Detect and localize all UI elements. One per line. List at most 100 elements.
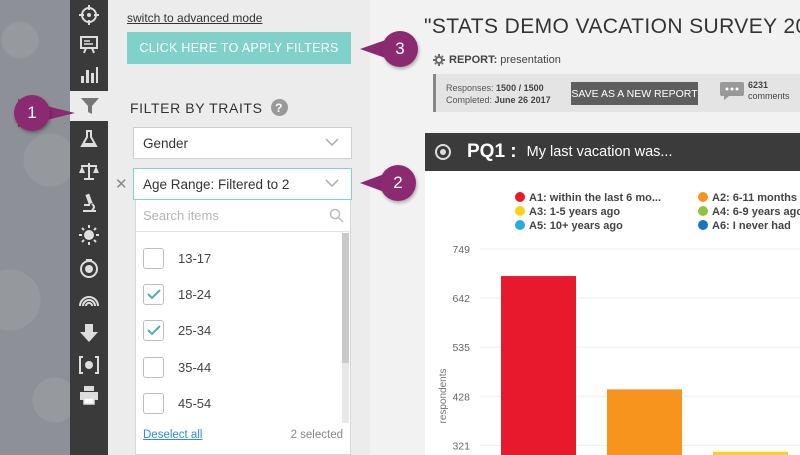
filter-icon[interactable] [70, 91, 110, 121]
camera-icon[interactable] [70, 253, 108, 283]
response-stats: Responses: 1500 / 1500 Completed: June 2… [446, 82, 551, 106]
checkmark-icon [146, 325, 161, 336]
gender-select-label: Gender [143, 135, 189, 151]
filter-by-traits-heading: FILTER BY TRAITS ? [130, 99, 288, 116]
age-range-dropdown: Search items 13-17 18-24 25-34 35-44 45-… [135, 200, 351, 455]
callout-1: 1 [0, 95, 85, 131]
checkbox[interactable] [143, 392, 164, 414]
question-text: My last vacation was... [526, 144, 673, 160]
checkbox-checked[interactable] [143, 319, 164, 341]
bar-a3 [713, 451, 788, 455]
bracket-chart-icon[interactable] [70, 350, 108, 380]
responses-value: 1500 / 1500 [496, 83, 544, 93]
deselect-all-link[interactable]: Deselect all [143, 429, 203, 441]
bar-chart: A1: within the last 6 mo... A2: 6-11 mont… [438, 192, 800, 455]
rainbow-icon[interactable] [70, 285, 108, 315]
y-tick-label: 321 [452, 440, 470, 452]
scrollbar-thumb[interactable] [342, 233, 349, 363]
checkmark-icon [146, 289, 161, 300]
question-header: PQ1 : My last vacation was... [425, 133, 800, 171]
decorative-background-strip [0, 0, 70, 455]
download-arrow-icon[interactable] [70, 318, 108, 348]
chevron-down-icon [325, 179, 339, 188]
bar-chart-icon[interactable] [70, 60, 108, 90]
question-radio[interactable] [435, 144, 451, 160]
list-item[interactable]: 45-54 [143, 391, 211, 415]
legend-swatch [698, 192, 708, 202]
balance-scale-icon[interactable] [70, 156, 108, 186]
comments-link[interactable]: 6231 comments [719, 80, 790, 102]
flask-icon[interactable] [70, 124, 108, 154]
remove-filter-icon[interactable]: ✕ [115, 176, 128, 193]
completed-value: June 26 2017 [494, 95, 551, 105]
callout-number: 3 [382, 31, 418, 67]
option-label: 18-24 [178, 286, 212, 302]
gender-select[interactable]: Gender [133, 127, 352, 159]
option-label: 35-44 [178, 359, 212, 375]
legend-swatch [698, 206, 708, 216]
legend-swatch [515, 192, 525, 202]
legend-swatch [515, 206, 525, 216]
report-label: REPORT: [449, 54, 498, 66]
checkbox[interactable] [143, 356, 164, 378]
report-area: "STATS DEMO VACATION SURVEY 201 REPORT: … [370, 0, 800, 455]
search-icon [329, 208, 344, 223]
legend-label: A4: 6-9 years ago [712, 206, 800, 218]
help-icon[interactable]: ? [270, 99, 288, 116]
presentation-icon[interactable] [70, 29, 108, 59]
gear-icon [433, 54, 445, 66]
callout-number: 2 [380, 165, 416, 201]
checkbox-checked[interactable] [143, 283, 164, 305]
print-icon[interactable] [70, 380, 108, 410]
comments-count: 6231 [748, 80, 769, 90]
microscope-icon[interactable] [70, 188, 108, 218]
chevron-down-icon [325, 138, 339, 147]
y-tick-label: 428 [452, 391, 470, 403]
apply-filters-button[interactable]: CLICK HERE TO APPLY FILTERS [127, 32, 351, 64]
survey-title: "STATS DEMO VACATION SURVEY 201 [424, 15, 800, 38]
legend-label: A5: 10+ years ago [529, 220, 623, 232]
legend-label: A3: 1-5 years ago [529, 206, 620, 218]
search-input[interactable]: Search items [136, 200, 350, 232]
dropdown-scrollbar[interactable] [342, 233, 349, 423]
list-item[interactable]: 18-24 [143, 282, 211, 306]
sun-icon[interactable] [70, 220, 108, 250]
responses-label: Responses: [446, 83, 494, 93]
traits-title-text: FILTER BY TRAITS [130, 99, 263, 116]
legend-label: A2: 6-11 months [712, 192, 797, 204]
y-tick-label: 642 [452, 293, 470, 305]
legend-label: A1: within the last 6 mo... [529, 192, 661, 204]
search-placeholder: Search items [143, 208, 219, 223]
option-label: 13-17 [178, 250, 212, 266]
option-label: 45-54 [178, 395, 212, 411]
y-axis-label: respondents [438, 368, 449, 423]
list-item[interactable]: 25-34 [143, 318, 211, 342]
advanced-mode-link[interactable]: switch to advanced mode [127, 11, 263, 25]
option-label: 25-34 [178, 322, 212, 338]
stats-box: Responses: 1500 / 1500 Completed: June 2… [433, 74, 800, 112]
save-new-report-button[interactable]: SAVE AS A NEW REPORT [571, 82, 698, 105]
legend-swatch [515, 220, 525, 230]
y-tick-label: 535 [452, 342, 470, 354]
callout-number: 1 [14, 95, 50, 131]
tool-sidebar [70, 0, 110, 455]
report-name-row: REPORT: presentation [433, 54, 561, 66]
y-tick-label: 749 [452, 244, 470, 256]
dropdown-footer: Deselect all 2 selected [143, 429, 343, 441]
report-name: presentation [500, 54, 561, 66]
chart-area: A1: within the last 6 mo... A2: 6-11 mont… [425, 171, 800, 455]
callout-2: 2 [352, 165, 417, 201]
target-icon[interactable] [70, 0, 108, 30]
bar-a1 [501, 276, 576, 455]
checkbox[interactable] [143, 247, 164, 269]
list-item[interactable]: 13-17 [143, 246, 211, 270]
legend-swatch [698, 220, 708, 230]
comments-label: comments [748, 91, 790, 101]
bar-a2 [607, 389, 682, 455]
completed-label: Completed: [446, 95, 493, 105]
age-range-select[interactable]: Age Range: Filtered to 2 [133, 168, 352, 200]
list-item[interactable]: 35-44 [143, 355, 211, 379]
selected-count: 2 selected [290, 429, 343, 441]
question-id: PQ1 : [467, 141, 517, 162]
comment-bubble-icon [720, 82, 744, 100]
